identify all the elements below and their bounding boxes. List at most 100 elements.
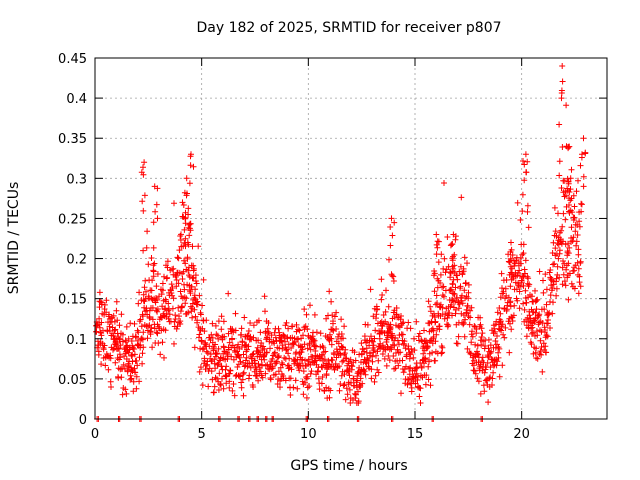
- data-point: [313, 329, 320, 336]
- data-point: [154, 215, 161, 222]
- data-point: [192, 272, 199, 279]
- data-point: [460, 320, 467, 326]
- data-point: [395, 349, 402, 356]
- data-point: [112, 326, 119, 333]
- data-point: [181, 257, 187, 264]
- data-point: [406, 365, 412, 372]
- data-point: [122, 386, 129, 393]
- data-point: [142, 277, 149, 284]
- data-point: [189, 243, 196, 250]
- data-point: [350, 375, 357, 382]
- data-point: [577, 258, 584, 265]
- data-point: [204, 350, 211, 356]
- data-point: [131, 346, 138, 352]
- data-point: [187, 227, 194, 234]
- x-tick-label: 0: [91, 427, 99, 442]
- data-point: [397, 349, 404, 356]
- y-tick-label: 0.05: [58, 373, 87, 388]
- data-point: [444, 234, 451, 240]
- data-point: [249, 351, 256, 358]
- data-point: [106, 328, 113, 334]
- data-point: [417, 400, 424, 406]
- data-point: [177, 237, 184, 243]
- data-point: [182, 215, 189, 222]
- data-point: [572, 228, 579, 235]
- data-point: [178, 243, 185, 250]
- data-point: [528, 341, 535, 347]
- data-point: [136, 354, 143, 361]
- data-point: [240, 371, 247, 377]
- data-point: [449, 268, 456, 275]
- data-point: [445, 322, 452, 329]
- data-point: [127, 320, 134, 327]
- data-point: [328, 335, 335, 342]
- data-point: [407, 364, 414, 371]
- data-point: [380, 312, 387, 318]
- data-point: [559, 144, 566, 150]
- data-point: [539, 368, 546, 375]
- data-point: [578, 200, 585, 207]
- data-point: [164, 264, 171, 271]
- data-point: [150, 244, 157, 251]
- data-point: [174, 254, 181, 261]
- data-point: [198, 338, 205, 345]
- data-point: [98, 361, 105, 368]
- data-point: [182, 235, 189, 242]
- data-point: [379, 292, 386, 298]
- data-point: [377, 345, 384, 352]
- data-point: [123, 323, 130, 330]
- data-point: [564, 187, 571, 194]
- y-tick-label: 0.15: [58, 293, 87, 308]
- data-point: [575, 265, 582, 272]
- data-point: [430, 272, 437, 279]
- data-point: [335, 333, 341, 340]
- data-point: [283, 319, 290, 326]
- data-point: [378, 328, 384, 334]
- data-point: [523, 333, 530, 340]
- data-point: [495, 354, 502, 361]
- data-point: [133, 385, 140, 392]
- data-point: [383, 287, 389, 294]
- data-point: [524, 158, 531, 165]
- data-point: [148, 287, 155, 294]
- data-point: [169, 305, 176, 312]
- data-point: [100, 346, 107, 353]
- data-point: [106, 311, 113, 318]
- data-point: [128, 353, 135, 359]
- data-point: [391, 219, 398, 226]
- data-point: [423, 372, 430, 379]
- data-point: [272, 371, 279, 378]
- data-point: [209, 334, 216, 341]
- data-point: [575, 290, 582, 297]
- data-point: [261, 345, 268, 352]
- data-point: [232, 310, 239, 317]
- data-point: [269, 363, 276, 370]
- data-point: [451, 262, 458, 269]
- data-point: [261, 356, 268, 363]
- data-point: [536, 311, 543, 318]
- data-point: [390, 353, 397, 359]
- data-point: [262, 370, 269, 377]
- data-point: [215, 335, 222, 342]
- data-point: [440, 283, 447, 290]
- data-point: [568, 166, 575, 173]
- data-point: [140, 344, 147, 351]
- data-point: [226, 384, 233, 391]
- data-point: [208, 368, 215, 375]
- data-point: [507, 269, 514, 276]
- data-point: [159, 303, 166, 310]
- data-point: [113, 298, 120, 305]
- data-point: [250, 384, 257, 390]
- data-point: [253, 366, 260, 373]
- data-point: [496, 373, 503, 380]
- data-point: [209, 376, 216, 383]
- data-point: [95, 351, 102, 358]
- data-point: [484, 360, 491, 366]
- data-point: [189, 275, 196, 282]
- data-point: [524, 202, 531, 209]
- data-point: [522, 151, 529, 158]
- data-point: [567, 175, 574, 182]
- data-point: [143, 288, 149, 295]
- data-point: [508, 326, 515, 333]
